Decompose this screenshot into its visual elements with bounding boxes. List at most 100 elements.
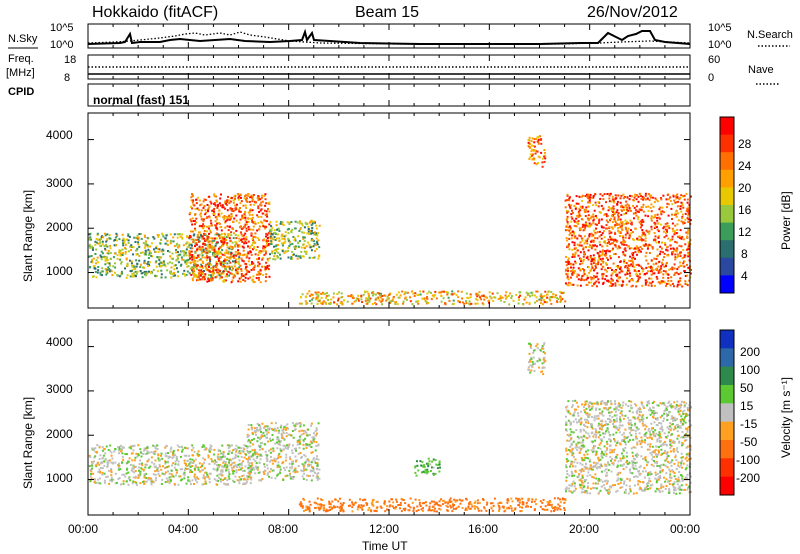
heatmap-cell	[300, 433, 303, 436]
heatmap-cell	[258, 424, 260, 427]
heatmap-cell	[193, 257, 196, 259]
heatmap-cell	[625, 200, 628, 203]
heatmap-cell	[381, 295, 384, 297]
heatmap-cell	[308, 256, 311, 259]
heatmap-cell	[198, 253, 201, 256]
heatmap-cell	[388, 293, 391, 296]
heatmap-cell	[109, 247, 112, 250]
heatmap-cell	[641, 195, 644, 198]
heatmap-cell	[563, 501, 566, 504]
heatmap-cell	[601, 275, 604, 278]
heatmap-cell	[152, 236, 155, 239]
heatmap-cell	[682, 221, 685, 224]
heatmap-cell	[98, 471, 101, 474]
heatmap-cell	[307, 428, 310, 431]
heatmap-cell	[612, 270, 615, 273]
heatmap-cell	[99, 254, 102, 257]
heatmap-cell	[671, 268, 674, 271]
heatmap-cell	[206, 248, 209, 251]
heatmap-cell	[612, 247, 614, 250]
heatmap-cell	[257, 436, 259, 439]
heatmap-cell	[453, 292, 456, 295]
heatmap-cell	[218, 277, 221, 280]
heatmap-cell	[662, 258, 664, 261]
heatmap-cell	[611, 195, 614, 198]
heatmap-cell	[148, 466, 151, 469]
heatmap-cell	[251, 267, 254, 270]
heatmap-cell	[245, 206, 248, 209]
heatmap-cell	[623, 196, 626, 198]
heatmap-cell	[141, 468, 144, 471]
heatmap-cell	[91, 259, 94, 262]
heatmap-cell	[198, 274, 201, 277]
heatmap-cell	[237, 249, 240, 252]
heatmap-cell	[324, 301, 327, 304]
heatmap-cell	[141, 272, 144, 275]
heatmap-cell	[271, 252, 274, 255]
heatmap-cell	[687, 247, 690, 249]
heatmap-cell	[435, 297, 438, 300]
heatmap-cell	[127, 242, 130, 244]
heatmap-cell	[445, 504, 448, 507]
heatmap-cell	[649, 196, 652, 199]
heatmap-cell	[208, 478, 211, 481]
heatmap-cell	[89, 456, 92, 458]
heatmap-cell	[504, 294, 507, 297]
heatmap-cell	[595, 285, 598, 288]
heatmap-cell	[201, 465, 203, 468]
heatmap-cell	[228, 202, 231, 205]
heatmap-cell	[337, 297, 340, 300]
heatmap-cell	[457, 299, 460, 302]
heatmap-cell	[284, 234, 287, 237]
heatmap-cell	[239, 193, 242, 196]
heatmap-cell	[218, 473, 221, 476]
heatmap-cell	[610, 217, 613, 220]
heatmap-cell	[144, 249, 147, 252]
heatmap-cell	[629, 279, 632, 281]
heatmap-cell	[99, 271, 102, 274]
heatmap-cell	[664, 223, 667, 225]
heatmap-cell	[530, 144, 533, 147]
heatmap-cell	[642, 198, 644, 201]
heatmap-cell	[605, 213, 608, 216]
heatmap-cell	[213, 210, 216, 213]
heatmap-cell	[208, 270, 211, 273]
heatmap-cell	[132, 275, 135, 278]
heatmap-cell	[194, 251, 197, 253]
heatmap-cell	[232, 466, 235, 469]
heatmap-cell	[676, 248, 679, 251]
heatmap-cell	[216, 474, 219, 477]
heatmap-cell	[249, 210, 252, 213]
heatmap-cell	[281, 248, 284, 251]
heatmap-cell	[614, 282, 617, 285]
heatmap-cell	[615, 265, 618, 268]
heatmap-cell	[264, 429, 267, 432]
heatmap-cell	[220, 240, 223, 242]
heatmap-cell	[374, 293, 377, 296]
heatmap-cell	[602, 261, 605, 264]
heatmap-cell	[480, 294, 483, 297]
heatmap-cell	[608, 232, 611, 235]
heatmap-cell	[192, 238, 195, 241]
heatmap-cell	[451, 503, 454, 506]
heatmap-cell	[591, 245, 594, 248]
freq-tick-bottom: 8	[64, 72, 70, 84]
heatmap-cell	[659, 206, 662, 209]
heatmap-cell	[237, 196, 240, 199]
heatmap-cell	[192, 241, 195, 243]
heatmap-cell	[312, 470, 315, 473]
heatmap-cell	[509, 505, 512, 507]
heatmap-cell	[279, 443, 282, 446]
heatmap-cell	[101, 270, 104, 273]
heatmap-cell	[488, 299, 491, 302]
heatmap-cell	[152, 444, 155, 447]
heatmap-cell	[190, 220, 193, 223]
heatmap-cell	[660, 271, 663, 274]
heatmap-cell	[267, 208, 269, 210]
heatmap-cell	[252, 248, 254, 251]
heatmap-cell	[153, 237, 156, 240]
heatmap-cell	[640, 195, 642, 197]
heatmap-cell	[614, 244, 617, 247]
heatmap-cell	[290, 434, 293, 437]
heatmap-cell	[135, 253, 138, 256]
